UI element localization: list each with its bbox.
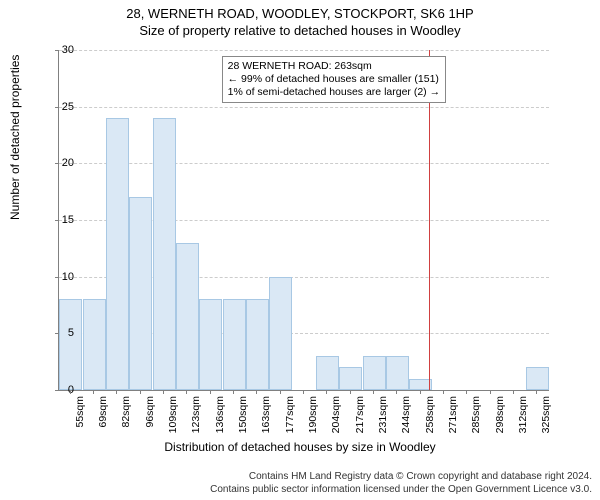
xtick-mark — [210, 390, 211, 394]
ytick-label: 15 — [44, 214, 74, 226]
xtick-label: 150sqm — [237, 396, 249, 433]
bar — [129, 197, 152, 390]
xtick-mark — [303, 390, 304, 394]
y-axis-label: Number of detached properties — [8, 55, 22, 220]
xtick-label: 163sqm — [260, 396, 272, 433]
footer-line1: Contains HM Land Registry data © Crown c… — [210, 471, 592, 484]
xtick-label: 285sqm — [470, 396, 482, 433]
bar — [526, 367, 549, 390]
page-title-line1: 28, WERNETH ROAD, WOODLEY, STOCKPORT, SK… — [0, 0, 600, 21]
xtick-label: 82sqm — [120, 396, 132, 428]
bar — [363, 356, 386, 390]
gridline — [59, 50, 549, 51]
ytick-label: 20 — [44, 157, 74, 169]
xtick-mark — [350, 390, 351, 394]
gridline — [59, 107, 549, 108]
xtick-mark — [513, 390, 514, 394]
xtick-label: 136sqm — [214, 396, 226, 433]
xtick-mark — [420, 390, 421, 394]
bar — [176, 243, 199, 390]
xtick-label: 177sqm — [284, 396, 296, 433]
xtick-label: 325sqm — [540, 396, 552, 433]
xtick-mark — [70, 390, 71, 394]
xtick-mark — [280, 390, 281, 394]
bar — [223, 299, 246, 390]
bar — [59, 299, 82, 390]
xtick-label: 298sqm — [494, 396, 506, 433]
bar — [316, 356, 339, 390]
bar — [199, 299, 222, 390]
xtick-label: 271sqm — [447, 396, 459, 433]
annotation-line1: 28 WERNETH ROAD: 263sqm — [228, 60, 440, 73]
bar — [106, 118, 129, 390]
gridline — [59, 163, 549, 164]
marker-annotation: 28 WERNETH ROAD: 263sqm ← 99% of detache… — [222, 56, 446, 103]
bar — [386, 356, 409, 390]
xtick-mark — [466, 390, 467, 394]
xtick-label: 69sqm — [97, 396, 109, 428]
annotation-line3: 1% of semi-detached houses are larger (2… — [228, 86, 440, 99]
xtick-label: 312sqm — [517, 396, 529, 433]
xtick-label: 217sqm — [354, 396, 366, 433]
annotation-line2: ← 99% of detached houses are smaller (15… — [228, 73, 440, 86]
xtick-mark — [163, 390, 164, 394]
bar — [339, 367, 362, 390]
xtick-label: 231sqm — [377, 396, 389, 433]
bar — [246, 299, 269, 390]
xtick-mark — [396, 390, 397, 394]
xtick-mark — [233, 390, 234, 394]
xtick-label: 109sqm — [167, 396, 179, 433]
footer-line2: Contains public sector information licen… — [210, 484, 592, 497]
xtick-mark — [93, 390, 94, 394]
footer-attribution: Contains HM Land Registry data © Crown c… — [210, 471, 592, 496]
xtick-label: 204sqm — [330, 396, 342, 433]
bar — [153, 118, 176, 390]
ytick-label: 5 — [44, 327, 74, 339]
xtick-mark — [443, 390, 444, 394]
xtick-label: 258sqm — [424, 396, 436, 433]
ytick-label: 10 — [44, 271, 74, 283]
bar — [269, 277, 292, 390]
xtick-label: 244sqm — [400, 396, 412, 433]
xtick-mark — [186, 390, 187, 394]
xtick-mark — [536, 390, 537, 394]
xtick-mark — [490, 390, 491, 394]
bar — [83, 299, 106, 390]
xtick-label: 55sqm — [74, 396, 86, 428]
xtick-mark — [140, 390, 141, 394]
x-axis-label: Distribution of detached houses by size … — [0, 440, 600, 454]
ytick-label: 30 — [44, 44, 74, 56]
xtick-mark — [373, 390, 374, 394]
xtick-label: 190sqm — [307, 396, 319, 433]
xtick-mark — [256, 390, 257, 394]
xtick-label: 96sqm — [144, 396, 156, 428]
xtick-mark — [116, 390, 117, 394]
xtick-label: 123sqm — [190, 396, 202, 433]
histogram-chart: 28 WERNETH ROAD: 263sqm ← 99% of detache… — [58, 50, 570, 390]
page-title-line2: Size of property relative to detached ho… — [0, 21, 600, 38]
ytick-label: 25 — [44, 101, 74, 113]
xtick-mark — [326, 390, 327, 394]
